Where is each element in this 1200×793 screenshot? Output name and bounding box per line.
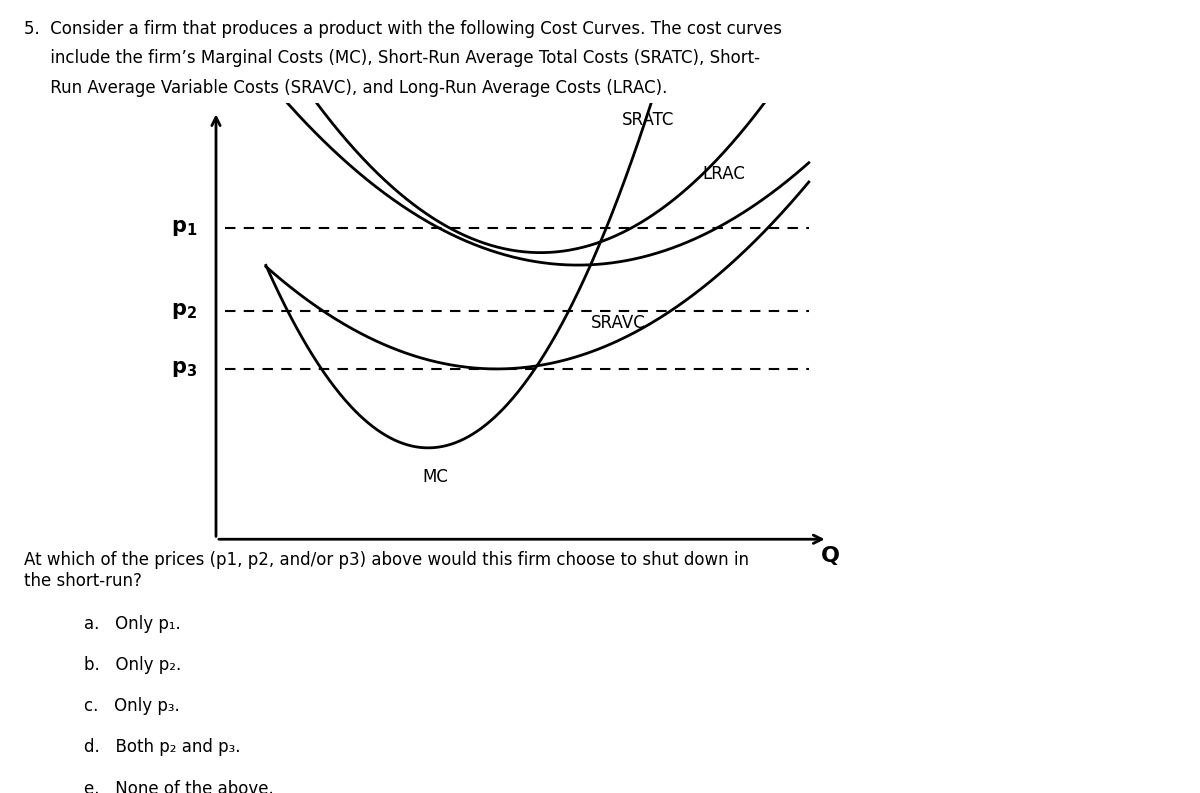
Text: Q: Q [821,546,840,566]
Text: e.   None of the above.: e. None of the above. [84,780,274,793]
Text: $\mathbf{p_2}$: $\mathbf{p_2}$ [172,301,197,321]
Text: $\mathbf{p_3}$: $\mathbf{p_3}$ [172,359,197,379]
Text: a.   Only p₁.: a. Only p₁. [84,615,181,633]
Text: $\mathbf{p_1}$: $\mathbf{p_1}$ [170,218,197,238]
Text: SRAVC: SRAVC [590,314,646,332]
Text: LRAC: LRAC [703,165,745,182]
Text: b.   Only p₂.: b. Only p₂. [84,656,181,674]
Text: SRATC: SRATC [622,111,674,128]
Text: At which of the prices (p1, p2, and/or p3) above would this firm choose to shut : At which of the prices (p1, p2, and/or p… [24,551,749,590]
Text: c.   Only p₃.: c. Only p₃. [84,697,180,715]
Text: include the firm’s Marginal Costs (MC), Short-Run Average Total Costs (SRATC), S: include the firm’s Marginal Costs (MC), … [24,49,760,67]
Text: 5.  Consider a firm that produces a product with the following Cost Curves. The : 5. Consider a firm that produces a produ… [24,20,782,38]
Text: MC: MC [422,468,448,486]
Text: Run Average Variable Costs (SRAVC), and Long-Run Average Costs (LRAC).: Run Average Variable Costs (SRAVC), and … [24,79,667,97]
Text: d.   Both p₂ and p₃.: d. Both p₂ and p₃. [84,738,240,757]
